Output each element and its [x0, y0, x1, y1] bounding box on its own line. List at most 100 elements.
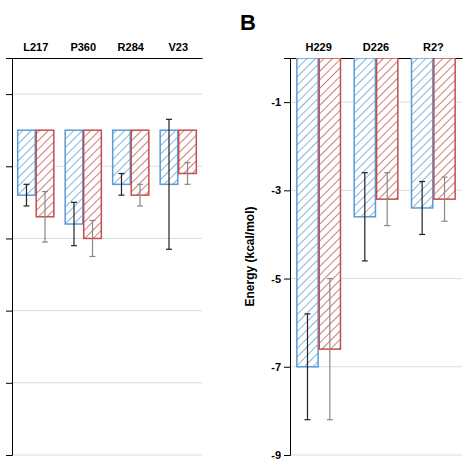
error-bar-cap — [90, 220, 96, 221]
error-bar-cap — [384, 172, 390, 173]
error-bar-cap — [362, 172, 368, 173]
y-tick — [6, 311, 12, 312]
x-tick: R2? — [423, 41, 444, 53]
error-bar — [137, 184, 143, 206]
error-bar-cap — [362, 260, 368, 261]
error-bar-cap — [384, 225, 390, 226]
error-bar-cap — [327, 419, 333, 420]
plot-area — [18, 119, 197, 256]
error-bar-stem — [92, 220, 93, 256]
error-bar-cap — [23, 205, 29, 206]
y-tick-label: -1 — [271, 96, 281, 108]
y-tick: -3 — [271, 184, 290, 196]
x-tick: R284 — [118, 41, 145, 53]
y-tick-label: -7 — [271, 361, 281, 373]
error-bar-stem — [187, 163, 188, 185]
y-tick-mark — [6, 455, 12, 456]
error-bar — [419, 182, 425, 235]
series — [297, 58, 433, 420]
panel: -9 -7 -5 -3 -1 H229 D226 R2? B Energy (kcal/mol) — [240, 10, 463, 461]
error-bar-cap — [166, 249, 172, 250]
error-bar-cap — [23, 184, 29, 185]
error-bar-stem — [73, 202, 74, 245]
y-tick — [6, 383, 12, 384]
y-tick — [6, 94, 12, 95]
x-tick-label: D226 — [363, 41, 389, 53]
x-tick-label: H229 — [306, 41, 332, 53]
error-bar-cap — [137, 205, 143, 206]
y-tick-mark — [6, 311, 12, 312]
error-bar-cap — [137, 184, 143, 185]
y-tick: -5 — [271, 273, 290, 285]
y-tick-mark — [284, 455, 290, 456]
error-bar — [166, 119, 172, 249]
x-axis-line — [13, 58, 203, 59]
x-tick: V23 — [168, 41, 188, 53]
error-bar-stem — [329, 279, 330, 420]
error-bar-cap — [327, 278, 333, 279]
x-tick-label: V23 — [168, 41, 188, 53]
error-bar — [384, 173, 390, 226]
y-tick-mark — [6, 94, 12, 95]
error-bar-stem — [307, 314, 308, 420]
grid — [12, 94, 202, 455]
error-bar-stem — [121, 173, 122, 195]
x-tick-label: L217 — [23, 41, 48, 53]
y-tick — [6, 238, 12, 239]
y-tick-mark — [284, 190, 290, 191]
y-tick: -9 — [271, 449, 290, 461]
x-tick-label: R284 — [118, 41, 145, 53]
y-axis-line — [6, 59, 13, 456]
error-bar-stem — [364, 173, 365, 261]
error-bar-cap — [71, 245, 77, 246]
error-bar — [327, 279, 333, 420]
grid-line — [12, 310, 202, 311]
error-bar-cap — [166, 119, 172, 120]
error-bar-cap — [442, 177, 448, 178]
error-bar — [362, 173, 368, 261]
error-bar — [185, 163, 191, 185]
error-bar-stem — [168, 119, 169, 249]
error-bar-stem — [139, 184, 140, 206]
error-bar-cap — [71, 202, 77, 203]
x-tick: D226 — [363, 41, 389, 53]
x-tick: P360 — [70, 41, 96, 53]
x-tick: H229 — [306, 41, 332, 53]
plot-area — [297, 58, 455, 420]
grid-line — [12, 238, 202, 239]
x-tick-label: P360 — [70, 41, 96, 53]
y-tick-label: -3 — [271, 184, 281, 196]
grid-line — [12, 94, 202, 95]
grid-line — [290, 455, 462, 456]
error-bar — [304, 314, 310, 420]
error-bar-cap — [185, 184, 191, 185]
x-tick-label: R2? — [423, 41, 444, 53]
error-bar — [90, 220, 96, 256]
error-bar-stem — [387, 173, 388, 226]
x-axis: H229 D226 R2? — [291, 41, 463, 59]
y-tick — [6, 455, 12, 456]
error-bar-cap — [419, 234, 425, 235]
error-bar-cap — [118, 195, 124, 196]
y-tick-label: -9 — [271, 449, 281, 461]
y-tick-label: -5 — [271, 273, 281, 285]
error-bar — [71, 202, 77, 245]
panel-label: B — [240, 10, 256, 35]
y-axis-title: Energy (kcal/mol) — [243, 206, 257, 306]
y-tick-mark — [284, 279, 290, 280]
error-bar-cap — [42, 191, 48, 192]
y-tick-mark — [284, 367, 290, 368]
y-tick: -7 — [271, 361, 290, 373]
error-bar-stem — [26, 184, 27, 206]
error-bar-cap — [90, 256, 96, 257]
y-tick-mark — [6, 238, 12, 239]
error-bar-stem — [44, 192, 45, 243]
chart-svg: L217 P360 R284 V23 -9 -7 -5 -3 -1 H229 D226 R2? B Ene… — [0, 0, 474, 474]
error-bar — [42, 192, 48, 243]
panel: L217 P360 R284 V23 — [6, 41, 203, 456]
x-axis: L217 P360 R284 V23 — [13, 41, 203, 59]
y-axis — [6, 59, 13, 456]
error-bar — [118, 173, 124, 195]
grid-line — [12, 455, 202, 456]
error-bar-cap — [419, 181, 425, 182]
